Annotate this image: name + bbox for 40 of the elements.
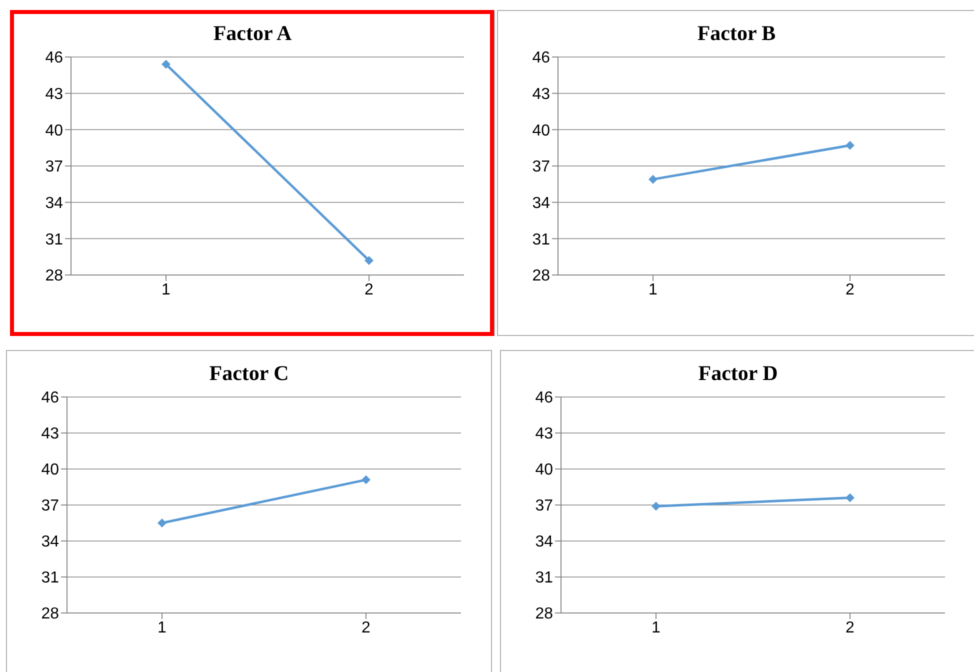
x-tick-label: 2 — [846, 619, 855, 636]
x-tick-label: 1 — [158, 619, 167, 636]
y-tick-label: 37 — [532, 158, 550, 176]
y-tick-label: 46 — [535, 390, 554, 407]
y-tick-label: 43 — [535, 426, 554, 443]
y-tick-label: 43 — [41, 426, 60, 443]
y-tick-label: 31 — [535, 570, 554, 587]
y-tick-label: 40 — [532, 122, 550, 140]
x-tick-label: 1 — [652, 619, 661, 636]
chart-title: Factor A — [212, 21, 293, 47]
y-tick-label: 31 — [532, 231, 550, 248]
x-tick-label: 2 — [362, 619, 371, 636]
y-tick-label: 43 — [45, 86, 64, 104]
x-tick-label: 2 — [846, 281, 855, 298]
y-tick-label: 40 — [45, 122, 64, 140]
chart-title: Factor C — [208, 361, 290, 387]
y-tick-label: 34 — [532, 195, 550, 212]
y-tick-label: 43 — [532, 86, 550, 104]
y-tick-label: 34 — [41, 534, 60, 551]
y-tick-label: 34 — [535, 534, 554, 551]
y-tick-label: 37 — [535, 498, 554, 515]
chart-title: Factor B — [696, 21, 777, 47]
y-tick-label: 31 — [45, 231, 64, 248]
y-tick-label: 28 — [41, 606, 60, 623]
x-tick-label: 1 — [648, 281, 658, 298]
y-tick-label: 28 — [45, 268, 64, 285]
y-tick-label: 40 — [535, 462, 554, 479]
y-tick-label: 28 — [535, 606, 554, 623]
y-tick-label: 37 — [41, 498, 60, 515]
y-tick-label: 46 — [532, 50, 550, 67]
chart-title: Factor D — [697, 361, 779, 387]
y-tick-label: 31 — [41, 570, 60, 587]
y-tick-label: 40 — [41, 462, 60, 479]
y-tick-label: 37 — [45, 158, 64, 176]
x-tick-label: 1 — [162, 281, 171, 298]
y-tick-label: 28 — [532, 268, 550, 285]
y-tick-label: 46 — [45, 50, 64, 67]
y-tick-label: 34 — [45, 195, 64, 212]
x-tick-label: 2 — [364, 281, 374, 298]
y-tick-label: 46 — [41, 390, 60, 407]
